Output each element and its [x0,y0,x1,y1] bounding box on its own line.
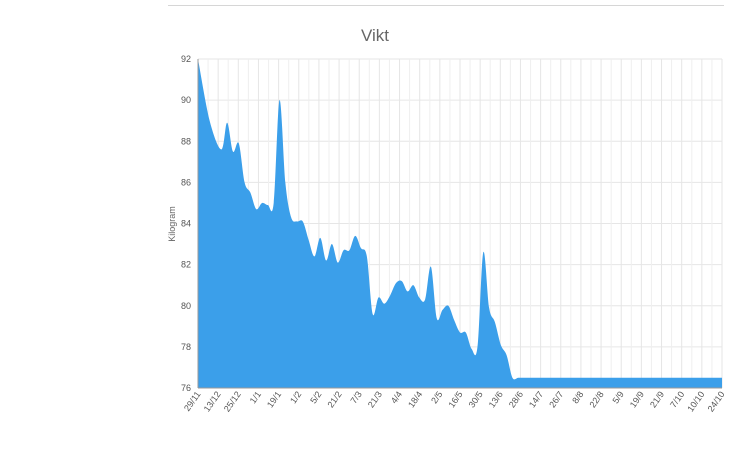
x-tick-label: 22/8 [587,389,605,409]
x-tick-label: 8/8 [570,389,585,405]
y-tick-label: 88 [181,136,191,146]
x-tick-label: 7/3 [348,389,363,405]
x-tick-label: 19/9 [628,389,646,409]
y-tick-label: 92 [181,54,191,64]
y-tick-labels: 76 78 80 82 84 86 88 90 92 [181,54,191,393]
x-tick-label: 25/12 [222,389,243,413]
x-tick-label: 1/1 [248,389,263,405]
x-tick-label: 16/5 [446,389,464,409]
y-axis-label: Kilogram [167,206,177,242]
x-tick-label: 30/5 [467,389,485,409]
x-tick-label: 26/7 [547,389,565,409]
y-tick-label: 86 [181,177,191,187]
x-tick-label: 18/4 [406,389,424,409]
top-divider [168,5,724,6]
y-tick-label: 80 [181,301,191,311]
x-tick-label: 13/6 [487,389,505,409]
y-tick-label: 84 [181,219,191,229]
y-tick-label: 76 [181,383,191,393]
x-tick-label: 21/2 [325,389,343,409]
y-tick-label: 78 [181,342,191,352]
y-tick-label: 82 [181,260,191,270]
x-tick-label: 19/1 [265,389,283,409]
weight-area [198,59,722,388]
x-tick-label: 5/2 [308,389,323,405]
x-tick-label: 1/2 [288,389,303,405]
x-tick-label: 4/4 [389,389,404,405]
x-tick-label: 24/10 [706,389,727,413]
x-tick-label: 10/10 [685,389,706,413]
x-tick-label: 21/3 [366,389,384,409]
y-tick-label: 90 [181,95,191,105]
x-tick-label: 21/9 [648,389,666,409]
axes [197,59,722,389]
x-tick-label: 2/5 [429,389,444,405]
x-tick-label: 28/6 [507,389,525,409]
x-tick-labels: 29/11 13/12 25/12 1/1 19/1 1/2 5/2 21/2 7/3 21/3 4… [182,389,727,413]
x-tick-label: 5/9 [610,389,625,405]
x-tick-label: 7/10 [668,389,686,409]
x-tick-label: 14/7 [527,389,545,409]
chart-title: Vikt [360,26,390,45]
x-tick-label: 13/12 [202,389,223,413]
